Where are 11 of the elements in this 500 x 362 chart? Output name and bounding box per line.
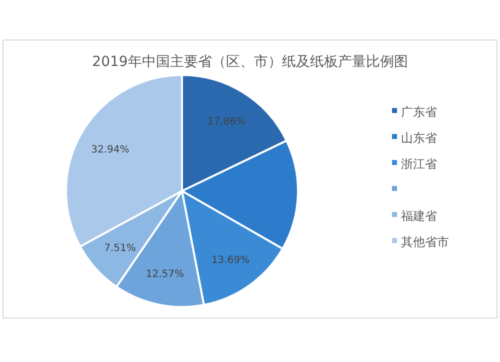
data-label: 32.94% [91,144,130,156]
data-label: 12.57% [146,268,184,280]
legend-label: 浙江省 [401,157,437,171]
legend-label: 福建省 [401,209,437,223]
chart-title: 2019年中国主要省（区、市）纸及纸板产量比例图 [92,54,408,70]
data-label: 7.51% [104,242,136,254]
data-label: 13.69% [211,254,250,266]
legend-label: 其他省市 [401,235,449,249]
legend-label: 广东省 [401,105,437,119]
legend-label: 山东省 [401,131,437,145]
data-label: 17.86% [207,116,246,128]
